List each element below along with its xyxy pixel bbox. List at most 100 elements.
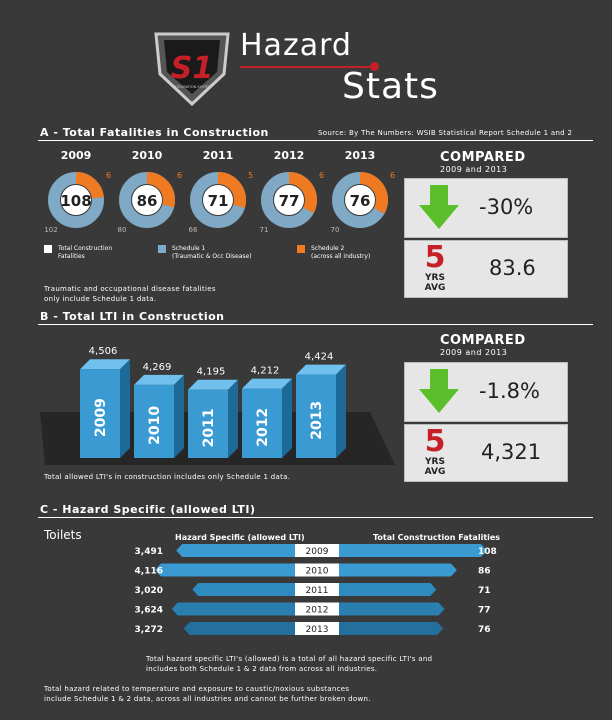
lti-value-label: 4,195 [197,367,226,378]
lti-value-label: 4,424 [305,352,334,363]
section-c-side-label: Toilets [44,528,82,542]
donut-total-label: 77 [279,192,300,210]
donut-year-label: 2009 [61,149,92,162]
donut-center [203,185,233,215]
compared-a-avg-card: 5 YRS AVG 83.6 [404,240,568,298]
donut-total-label: 71 [208,192,229,210]
section-a-title: A - Total Fatalities in Construction [40,126,269,139]
title-divider [240,66,370,68]
five-year-avg-badge: 5 YRS AVG [424,424,446,478]
lti-bar-top [134,374,184,385]
s1-logo: S1 INTEGRATION SYSTEM [154,32,230,106]
hazard-right-bar [317,602,445,616]
title-stats: Stats [342,66,439,107]
svg-text:S1: S1 [171,51,213,86]
donut-schedule2-slice [190,172,246,228]
donut-schedule2-slice [48,172,104,228]
hazard-left-value: 3,272 [135,625,163,635]
hazard-year-label: 2013 [306,625,329,635]
donut-2013: 2013 76 6 70 [331,149,396,234]
hazard-left-bar [171,602,317,616]
compared-b-avg-value: 4,321 [481,440,542,464]
donut-schedule2-slice [119,172,175,228]
hazard-right-bar [317,583,437,596]
hazard-row-2009: 2009 3,491 108 [135,544,497,557]
legend-swatch-schedule2 [297,245,305,253]
lti-bar-side [228,379,238,458]
lti-value-label: 4,269 [143,362,172,373]
hazard-left-bar [183,622,317,635]
hazard-year-label: 2010 [306,567,329,577]
donut-schedule2-label: 6 [177,171,182,180]
hazard-year-box [295,563,339,577]
donut-year-label: 2012 [274,149,305,162]
donut-total-label: 86 [137,192,158,210]
lti-bar-front [134,384,174,458]
lti-bar-top [80,359,130,370]
lti-bar-side [120,359,130,458]
hazard-left-value: 3,020 [135,586,163,596]
donut-schedule1-label: 71 [260,226,269,234]
hazard-header-left: Hazard Specific (allowed LTI) [175,533,305,542]
hazard-right-value: 108 [478,547,497,557]
section-c-rule [38,517,593,518]
legend-total: Total Construction Fatalities [58,245,113,260]
donut-center [345,185,375,215]
hazard-left-bar [176,544,317,557]
section-c-title: C - Hazard Specific (allowed LTI) [40,503,256,516]
lti-bar-top [296,364,346,375]
donut-schedule2-label: 6 [106,171,111,180]
hazard-right-bar [317,622,444,635]
lti-bar-top [188,379,238,390]
section-b-note: Total allowed LTI's in construction incl… [44,473,291,481]
lti-bar-2013: 4,424 2013 [296,352,346,458]
donut-year-label: 2013 [345,149,376,162]
donut-schedule1-label: 70 [331,226,340,234]
hazard-row-2012: 2012 3,624 77 [135,602,491,616]
hazard-year-box [295,544,339,557]
donut-schedule1-label: 80 [118,226,127,234]
compared-b-title: COMPARED [440,333,526,348]
lti-bar-front [80,369,120,458]
legend-schedule1: Schedule 1 (Traumatic & Occ Disease) [172,245,252,260]
hazard-left-bar [192,583,317,596]
hazard-right-value: 77 [478,606,491,616]
hazard-left-bar [155,563,317,577]
hazard-right-bar [317,563,457,577]
down-arrow-icon [419,369,459,413]
legend-swatch-schedule1 [158,245,166,253]
lti-year-label: 2012 [255,408,271,447]
hazard-header-right: Total Construction Fatalities [373,533,501,542]
lti-bar-2009: 4,506 2009 [80,346,130,458]
donut-year-label: 2010 [132,149,163,162]
donut-2010: 2010 86 6 80 [118,149,183,234]
lti-bar-side [282,378,292,458]
hazard-left-value: 3,624 [135,606,163,616]
lti-value-label: 4,212 [251,366,280,377]
lti-year-label: 2011 [201,408,217,447]
donut-schedule1-label: 66 [189,226,198,234]
donut-schedule2-slice [332,172,388,228]
hazard-right-value: 86 [478,567,491,577]
lti-year-label: 2010 [147,406,163,445]
lti-year-label: 2009 [93,398,109,437]
donut-schedule2-label: 6 [319,171,324,180]
legend-schedule2: Schedule 2 (across all industry) [311,245,371,260]
donut-2009: 2009 108 6 102 [44,149,111,234]
section-c-footer: Total hazard related to temperature and … [44,685,371,703]
lti-bar-2012: 4,212 2012 [242,366,292,458]
compared-a-change: -30% [479,195,534,219]
hazard-right-bar [317,544,487,557]
donut-schedule2-label: 6 [390,171,395,180]
hazard-right-value: 71 [478,586,491,596]
donut-center [132,185,162,215]
compared-a-title: COMPARED [440,150,526,165]
donut-total-label: 76 [350,192,371,210]
compared-b-change: -1.8% [479,379,540,403]
donut-center [274,185,304,215]
hazard-row-2011: 2011 3,020 71 [135,583,491,596]
donut-2011: 2011 71 5 66 [189,149,254,234]
hazard-year-box [295,583,339,596]
compared-a-change-card: -30% [404,178,568,238]
